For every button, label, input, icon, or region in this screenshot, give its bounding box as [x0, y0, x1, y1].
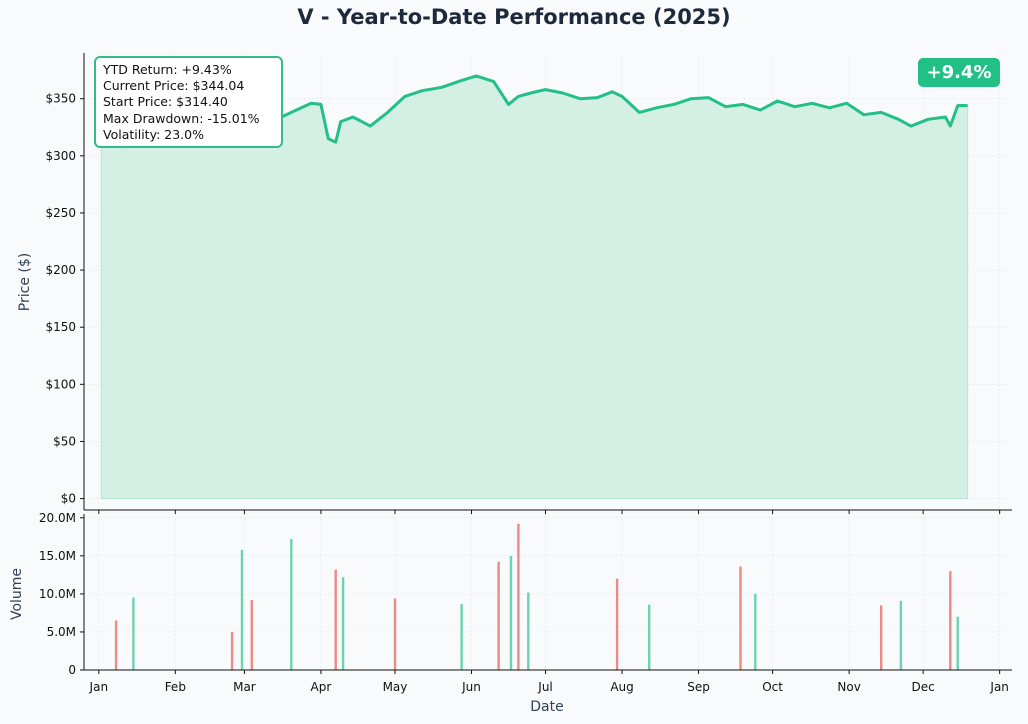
price-tick-label: $300: [45, 149, 76, 163]
current-price-text: Current Price: $344.04: [103, 78, 245, 94]
price-tick-label: $350: [45, 92, 76, 106]
price-line: [100, 74, 968, 149]
tick-labels: $0 $50 $100 $150 $200 $250 $300 $350 0 5.0M 10.0M 1…: [39, 92, 1009, 694]
month-tick-label: May: [383, 680, 408, 694]
month-tick-label: Sep: [687, 680, 710, 694]
volume-bar: [497, 561, 500, 670]
volume-bar: [517, 523, 520, 670]
chart-title: V - Year-to-Date Performance (2025): [297, 5, 731, 29]
volume-bar: [114, 620, 118, 670]
volume-bar: [240, 549, 244, 670]
volume-bar: [739, 566, 742, 670]
volume-tick-label: 10.0M: [39, 587, 76, 601]
volume-bars: [114, 523, 959, 670]
month-tick-label: Oct: [762, 680, 783, 694]
volume-bar: [527, 592, 530, 670]
volume-tick-label: 0: [68, 663, 76, 677]
month-tick-label: Jan: [89, 680, 109, 694]
month-tick-label: Nov: [837, 680, 860, 694]
price-tick-label: $250: [45, 206, 76, 220]
volume-bar: [290, 539, 293, 670]
month-tick-label: Mar: [233, 680, 256, 694]
volume-bar: [230, 632, 234, 670]
volume-tick-label: 20.0M: [39, 511, 76, 525]
volume-bar: [250, 600, 253, 670]
price-tick-label: $50: [53, 434, 76, 448]
price-tick-label: $100: [45, 377, 76, 391]
ytd-return-text: YTD Return: +9.43%: [103, 62, 232, 77]
price-tick-label: $150: [45, 320, 76, 334]
stats-box: YTD Return: +9.43% Current Price: $344.0…: [94, 56, 283, 148]
volume-bar: [956, 616, 959, 670]
volume-bar: [880, 605, 883, 670]
volume-bar: [393, 598, 397, 670]
month-tick-label: Dec: [912, 680, 935, 694]
volume-bar: [615, 578, 619, 670]
max-drawdown-text: Max Drawdown: -15.01%: [103, 110, 260, 126]
volatility-text: Volatility: 23.0%: [103, 126, 204, 142]
month-tick-label: Jun: [461, 680, 481, 694]
month-tick-label: Jan: [989, 680, 1009, 694]
volume-bar: [509, 555, 513, 670]
price-axis-label: Price ($): [17, 253, 33, 311]
volume-bar: [754, 593, 757, 670]
return-badge: +9.4%: [918, 58, 1000, 87]
month-tick-label: Aug: [610, 680, 633, 694]
price-tick-label: $0: [61, 492, 76, 506]
volume-bar: [949, 571, 952, 670]
volume-tick-label: 5.0M: [47, 625, 76, 639]
month-tick-label: Feb: [165, 680, 186, 694]
price-tick-label: $200: [45, 263, 76, 277]
month-tick-label: Apr: [311, 680, 332, 694]
axes: [80, 53, 1012, 674]
volume-axis-label: Volume: [9, 568, 25, 620]
start-price-text: Start Price: $314.40: [103, 94, 228, 110]
volume-bar: [460, 603, 463, 670]
volume-tick-label: 15.0M: [39, 549, 76, 563]
volume-bar: [334, 569, 337, 670]
volume-bar: [899, 600, 903, 670]
volume-bar: [648, 604, 651, 670]
volume-bar: [341, 577, 345, 670]
date-axis-label: Date: [530, 699, 563, 715]
volume-bar: [132, 597, 135, 670]
month-tick-label: Jul: [537, 680, 552, 694]
